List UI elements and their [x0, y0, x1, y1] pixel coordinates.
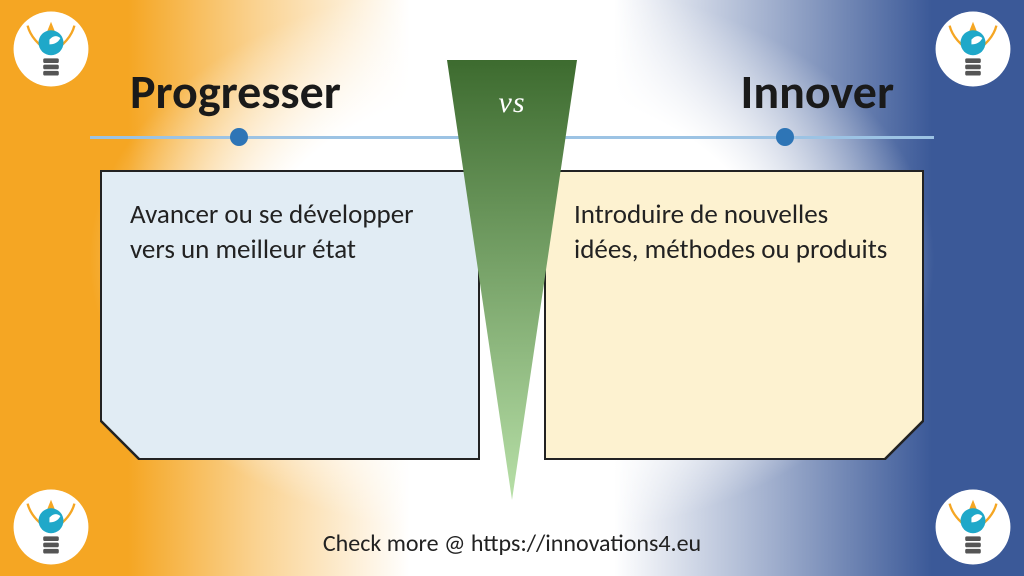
- heading-right: Innover: [741, 62, 894, 121]
- axis-dot-right: [776, 128, 794, 146]
- logo-icon: [12, 10, 90, 88]
- definition-box-right: Introduire de nouvelles idées, méthodes …: [544, 170, 924, 460]
- definition-text-left: Avancer ou se développer vers un meilleu…: [130, 198, 414, 266]
- definition-box-left: Avancer ou se développer vers un meilleu…: [100, 170, 480, 460]
- slide: Progresser Innover vs Avancer ou se déve…: [0, 0, 1024, 576]
- vs-label: vs: [499, 86, 526, 120]
- vs-wedge: [447, 60, 577, 500]
- heading-left: Progresser: [130, 62, 341, 121]
- definition-text-right: Introduire de nouvelles idées, méthodes …: [574, 198, 887, 266]
- axis-dot-left: [230, 128, 248, 146]
- footer-text: Check more @ https://innovations4.eu: [0, 529, 1024, 558]
- logo-icon: [934, 10, 1012, 88]
- logo-icon: [12, 488, 90, 566]
- logo-icon: [934, 488, 1012, 566]
